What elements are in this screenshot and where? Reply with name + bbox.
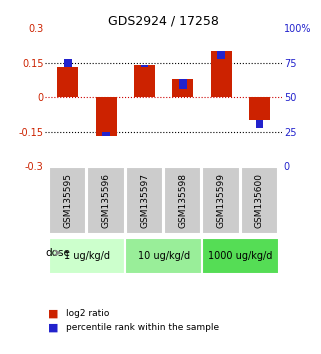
FancyBboxPatch shape — [126, 238, 202, 274]
Text: 1000 ug/kg/d: 1000 ug/kg/d — [208, 251, 273, 261]
Bar — [134, 65, 155, 97]
Bar — [102, 132, 110, 136]
Text: GSM135595: GSM135595 — [64, 173, 73, 228]
Bar — [249, 97, 270, 120]
Bar — [179, 79, 187, 89]
Bar — [172, 79, 193, 97]
FancyBboxPatch shape — [164, 167, 201, 234]
Text: GSM135596: GSM135596 — [102, 173, 111, 228]
Text: GSM135597: GSM135597 — [140, 173, 149, 228]
FancyBboxPatch shape — [126, 167, 163, 234]
Text: ■: ■ — [48, 308, 59, 318]
Bar — [211, 51, 232, 97]
Bar — [96, 97, 117, 136]
Text: percentile rank within the sample: percentile rank within the sample — [66, 323, 219, 332]
Text: log2 ratio: log2 ratio — [66, 309, 109, 318]
FancyBboxPatch shape — [203, 167, 239, 234]
FancyBboxPatch shape — [202, 238, 279, 274]
Text: 10 ug/kg/d: 10 ug/kg/d — [138, 251, 190, 261]
FancyBboxPatch shape — [49, 238, 126, 274]
Text: GSM135598: GSM135598 — [178, 173, 187, 228]
Title: GDS2924 / 17258: GDS2924 / 17258 — [108, 14, 219, 27]
FancyBboxPatch shape — [241, 167, 278, 234]
Bar — [256, 120, 263, 127]
Text: GSM135600: GSM135600 — [255, 173, 264, 228]
Bar — [57, 67, 78, 97]
Bar — [64, 59, 72, 67]
FancyBboxPatch shape — [87, 167, 125, 234]
Text: 1 ug/kg/d: 1 ug/kg/d — [64, 251, 110, 261]
FancyBboxPatch shape — [49, 167, 86, 234]
Bar — [141, 65, 148, 67]
Text: GSM135599: GSM135599 — [217, 173, 226, 228]
Text: dose: dose — [46, 248, 71, 258]
Text: ■: ■ — [48, 322, 59, 332]
Bar — [217, 51, 225, 59]
